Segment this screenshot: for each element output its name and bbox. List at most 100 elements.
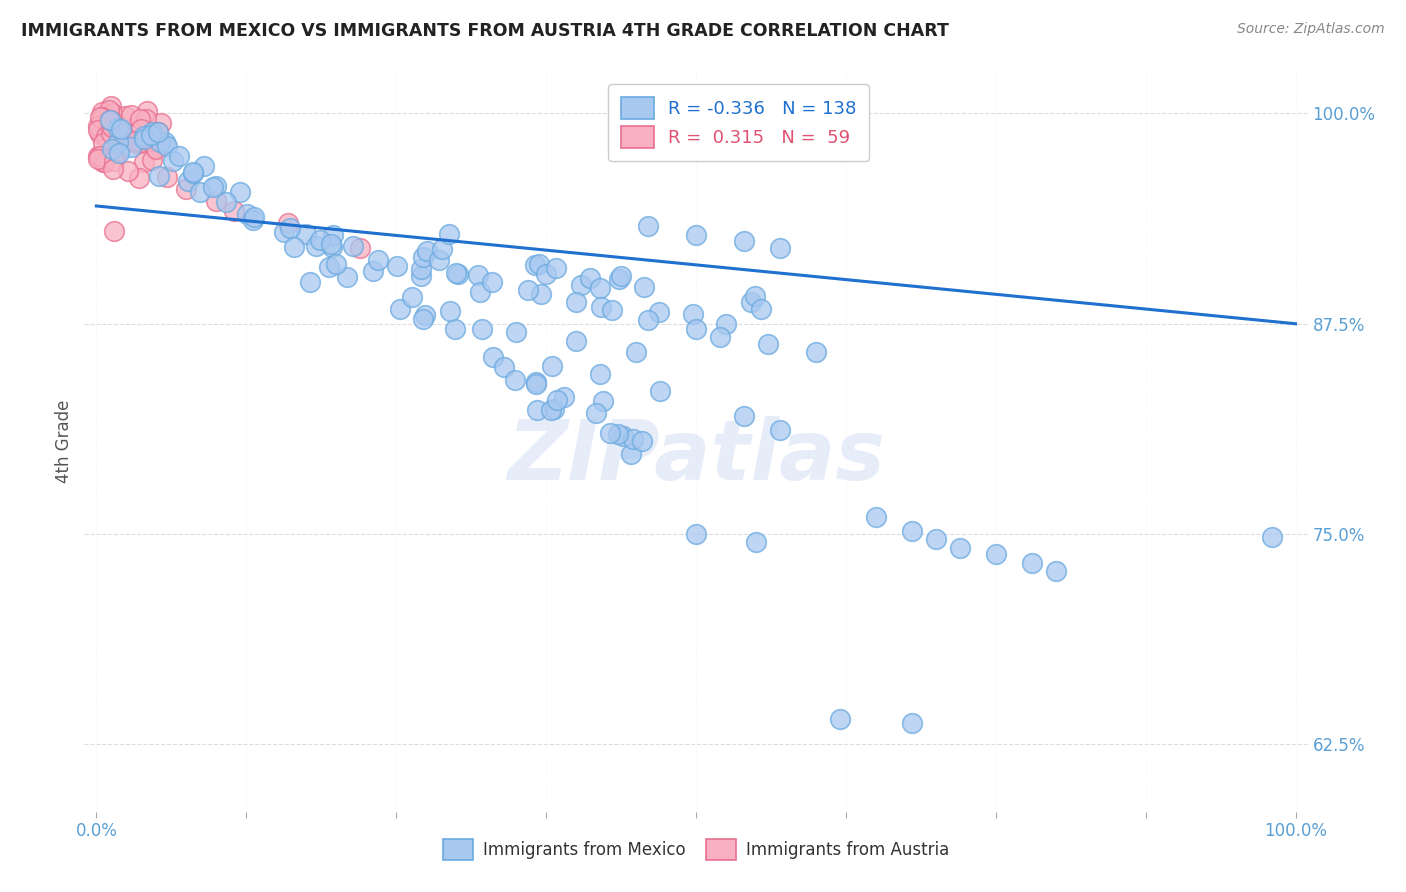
Point — [156, 169, 179, 184]
Point — [468, 285, 491, 300]
Point — [108, 146, 131, 161]
Point — [901, 715, 924, 730]
Point — [648, 305, 671, 319]
Point — [444, 322, 467, 336]
Point — [401, 290, 423, 304]
Point — [86, 119, 108, 133]
Point — [120, 108, 142, 122]
Point — [107, 135, 129, 149]
Point — [101, 142, 124, 156]
Point — [984, 547, 1007, 561]
Text: Source: ZipAtlas.com: Source: ZipAtlas.com — [1237, 22, 1385, 37]
Point — [503, 373, 526, 387]
Point — [540, 403, 562, 417]
Point — [553, 390, 575, 404]
Point — [120, 122, 142, 136]
Point — [298, 275, 321, 289]
Point — [188, 186, 211, 200]
Point — [534, 267, 557, 281]
Legend: Immigrants from Mexico, Immigrants from Austria: Immigrants from Mexico, Immigrants from … — [436, 832, 956, 866]
Point — [565, 334, 588, 348]
Point — [571, 277, 593, 292]
Point — [648, 384, 671, 398]
Point — [349, 241, 371, 255]
Point — [305, 239, 328, 253]
Point — [224, 204, 246, 219]
Point — [141, 125, 163, 139]
Point — [865, 510, 887, 524]
Point — [174, 182, 197, 196]
Point — [481, 350, 503, 364]
Point — [367, 252, 389, 267]
Point — [90, 113, 112, 128]
Point — [409, 268, 432, 283]
Point — [682, 307, 704, 321]
Point — [546, 260, 568, 275]
Point — [416, 244, 439, 258]
Point — [447, 267, 470, 281]
Point — [90, 105, 112, 120]
Point — [98, 112, 121, 127]
Point — [600, 303, 623, 318]
Point — [543, 401, 565, 416]
Point — [413, 308, 436, 322]
Point — [439, 304, 461, 318]
Point — [709, 330, 731, 344]
Point — [565, 294, 588, 309]
Point — [295, 227, 318, 241]
Point — [148, 125, 170, 139]
Point — [139, 128, 162, 142]
Point — [308, 234, 330, 248]
Point — [100, 126, 122, 140]
Point — [756, 337, 779, 351]
Point — [110, 121, 132, 136]
Point — [148, 169, 170, 183]
Point — [439, 227, 461, 241]
Point — [607, 272, 630, 286]
Point — [149, 135, 172, 149]
Point — [1045, 564, 1067, 578]
Point — [114, 109, 136, 123]
Point — [103, 139, 125, 153]
Point — [103, 153, 125, 168]
Point — [612, 429, 634, 443]
Point — [740, 295, 762, 310]
Point — [103, 224, 125, 238]
Point — [579, 270, 602, 285]
Point — [193, 159, 215, 173]
Point — [481, 275, 503, 289]
Point — [134, 132, 156, 146]
Point — [89, 110, 111, 124]
Point — [145, 140, 167, 154]
Point — [342, 239, 364, 253]
Point — [427, 252, 450, 267]
Point — [100, 120, 122, 135]
Point — [278, 221, 301, 235]
Point — [444, 266, 467, 280]
Point — [592, 394, 614, 409]
Point — [135, 112, 157, 126]
Point — [277, 216, 299, 230]
Point — [129, 135, 152, 149]
Point — [243, 210, 266, 224]
Point — [325, 257, 347, 271]
Point — [86, 123, 108, 137]
Point — [87, 149, 110, 163]
Point — [610, 268, 633, 283]
Point — [524, 258, 547, 272]
Point — [181, 165, 204, 179]
Point — [744, 289, 766, 303]
Point — [517, 283, 540, 297]
Point — [685, 527, 707, 541]
Point — [93, 152, 115, 166]
Point — [388, 302, 411, 317]
Point — [524, 375, 547, 389]
Point — [96, 129, 118, 144]
Point — [318, 260, 340, 274]
Point — [412, 312, 434, 326]
Point — [714, 318, 737, 332]
Point — [132, 154, 155, 169]
Point — [97, 103, 120, 117]
Point — [100, 98, 122, 112]
Point — [524, 376, 547, 391]
